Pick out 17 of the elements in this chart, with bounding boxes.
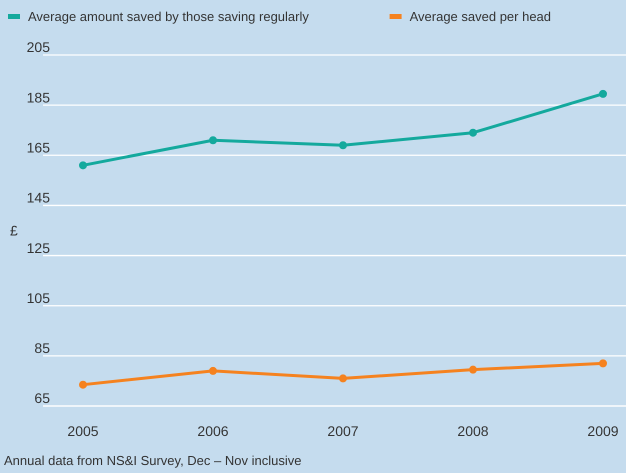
x-tick-label: 2007 bbox=[327, 423, 359, 439]
x-tick-label: 2005 bbox=[67, 423, 99, 439]
text: Annual data from NS&I Survey, Dec – Nov inclusive bbox=[4, 453, 302, 468]
y-tick-label: 125 bbox=[26, 240, 50, 256]
y-tick-label: 205 bbox=[26, 39, 50, 56]
legend-label: Average amount saved by those saving regularly bbox=[28, 9, 310, 24]
y-tick-label: 185 bbox=[26, 89, 50, 106]
y-tick-label: 105 bbox=[26, 290, 50, 306]
x-tick-label: 2006 bbox=[197, 423, 229, 439]
x-tick-label: 2009 bbox=[587, 423, 619, 439]
legend-label: Average saved per head bbox=[410, 9, 552, 24]
y-tick-label: 85 bbox=[34, 340, 50, 356]
x-tick-label: 2008 bbox=[457, 423, 489, 439]
y-tick-label: 165 bbox=[26, 139, 50, 156]
y-axis-title: £ bbox=[10, 222, 18, 238]
y-tick-label: 65 bbox=[34, 390, 50, 406]
y-tick-label: 145 bbox=[26, 190, 50, 206]
